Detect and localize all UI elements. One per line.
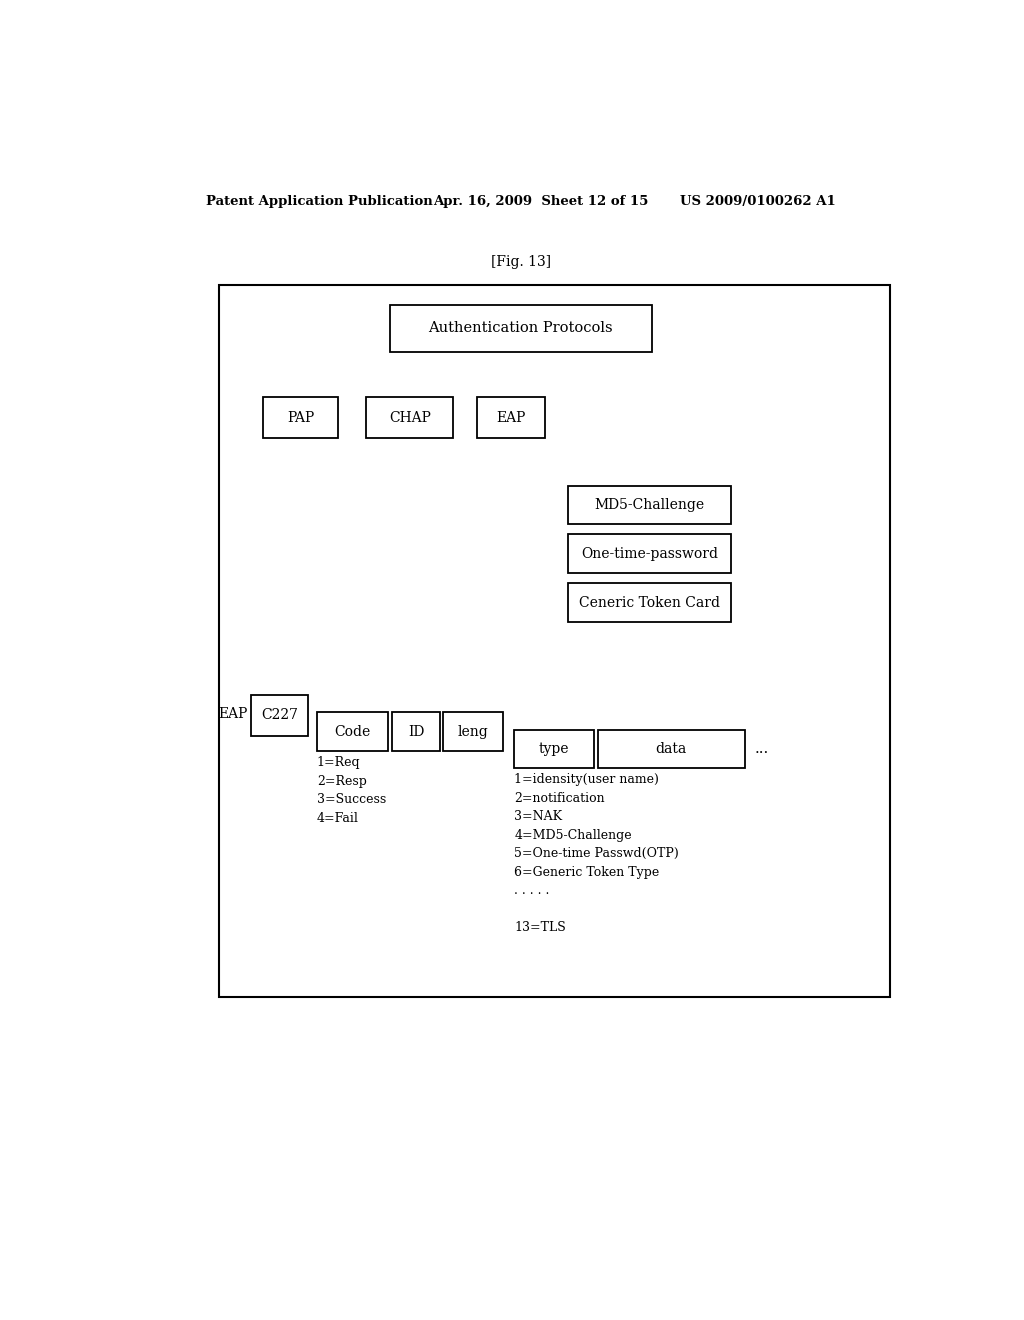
Bar <box>316 713 388 751</box>
Bar <box>598 730 744 768</box>
Text: US 2009/0100262 A1: US 2009/0100262 A1 <box>680 194 836 207</box>
Bar <box>568 583 731 622</box>
Text: EAP: EAP <box>218 708 248 721</box>
Text: Patent Application Publication: Patent Application Publication <box>206 194 432 207</box>
Text: One-time-password: One-time-password <box>582 546 718 561</box>
Text: type: type <box>539 742 569 756</box>
Bar <box>390 305 652 351</box>
Text: C227: C227 <box>261 709 298 722</box>
Bar <box>251 696 308 735</box>
Text: 1=Req
2=Resp
3=Success
4=Fail: 1=Req 2=Resp 3=Success 4=Fail <box>316 756 386 825</box>
Bar <box>392 713 440 751</box>
Bar <box>219 285 890 997</box>
Text: Apr. 16, 2009  Sheet 12 of 15: Apr. 16, 2009 Sheet 12 of 15 <box>433 194 649 207</box>
Text: PAP: PAP <box>287 411 314 425</box>
Bar <box>477 397 545 438</box>
Bar <box>568 535 731 573</box>
Bar <box>568 486 731 524</box>
Text: Code: Code <box>335 725 371 739</box>
Text: leng: leng <box>458 725 488 739</box>
Text: ...: ... <box>754 742 768 756</box>
Text: data: data <box>655 742 687 756</box>
Bar <box>263 397 338 438</box>
Text: 1=idensity(user name)
2=notification
3=NAK
4=MD5-Challenge
5=One-time Passwd(OTP: 1=idensity(user name) 2=notification 3=N… <box>514 774 679 935</box>
Bar <box>514 730 594 768</box>
Text: Authentication Protocols: Authentication Protocols <box>428 321 613 335</box>
Text: CHAP: CHAP <box>389 411 431 425</box>
Bar <box>367 397 454 438</box>
Text: [Fig. 13]: [Fig. 13] <box>490 255 551 269</box>
Text: Ceneric Token Card: Ceneric Token Card <box>580 595 720 610</box>
Text: MD5-Challenge: MD5-Challenge <box>595 498 705 512</box>
Text: EAP: EAP <box>497 411 525 425</box>
Bar <box>443 713 503 751</box>
Text: ID: ID <box>408 725 424 739</box>
